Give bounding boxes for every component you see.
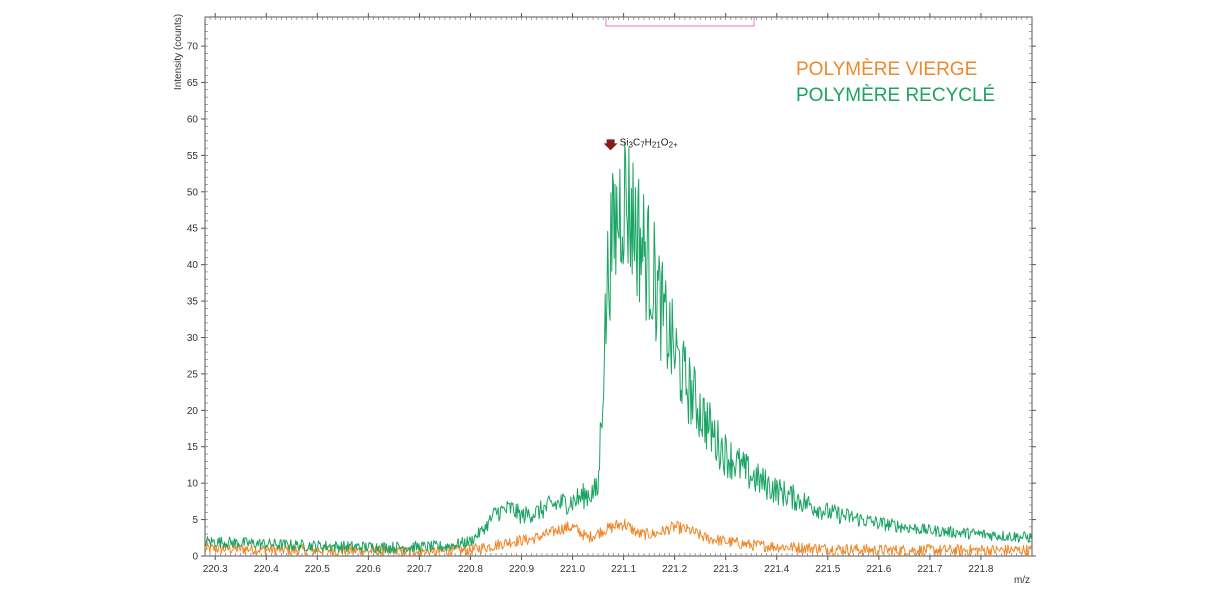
minor-ticks bbox=[204, 16, 1033, 557]
x-axis-title: m/z bbox=[1014, 575, 1030, 586]
x-tick-label: 220.9 bbox=[509, 564, 534, 575]
y-tick-label: 10 bbox=[187, 479, 199, 490]
legend-label-recycle: POLYMÈRE RECYCLÉ bbox=[796, 85, 995, 106]
peak-annotation: Si3C7H21O2+ bbox=[603, 137, 678, 151]
x-tick-label: 221.5 bbox=[815, 564, 840, 575]
series-layer bbox=[204, 140, 1033, 557]
series-line-1 bbox=[204, 140, 1033, 554]
x-axis-ticks: 220.3 220.4 220.5 220.6 220.7 220.8 220.9 221.0… bbox=[203, 13, 994, 575]
y-tick-label: 70 bbox=[187, 42, 199, 53]
x-tick-label: 220.3 bbox=[203, 564, 228, 575]
y-tick-label: 0 bbox=[192, 552, 198, 563]
y-axis-ticks: 0 5 10 15 20 25 30 35 40 45 50 55 60 65 70 bbox=[187, 42, 1036, 563]
y-tick-label: 50 bbox=[187, 187, 199, 198]
y-tick-label: 15 bbox=[187, 442, 199, 453]
x-tick-label: 220.8 bbox=[458, 564, 483, 575]
x-tick-label: 221.4 bbox=[764, 564, 789, 575]
y-tick-label: 65 bbox=[187, 78, 199, 89]
x-tick-label: 220.7 bbox=[407, 564, 432, 575]
x-tick-label: 221.6 bbox=[866, 564, 891, 575]
y-tick-label: 30 bbox=[187, 333, 199, 344]
x-tick-label: 220.6 bbox=[356, 564, 381, 575]
x-tick-label: 221.3 bbox=[713, 564, 738, 575]
x-tick-label: 221.2 bbox=[662, 564, 687, 575]
y-tick-label: 60 bbox=[187, 114, 199, 125]
y-tick-label: 35 bbox=[187, 297, 199, 308]
y-tick-label: 55 bbox=[187, 151, 199, 162]
x-tick-label: 221.8 bbox=[968, 564, 993, 575]
x-tick-label: 221.0 bbox=[560, 564, 585, 575]
y-tick-label: 20 bbox=[187, 406, 199, 417]
series-line-0 bbox=[204, 518, 1033, 557]
x-tick-label: 220.4 bbox=[254, 564, 279, 575]
x-tick-label: 220.5 bbox=[305, 564, 330, 575]
y-tick-label: 25 bbox=[187, 369, 199, 380]
y-tick-label: 45 bbox=[187, 224, 199, 235]
peak-formula-label: Si3C7H21O2+ bbox=[620, 137, 678, 149]
peak-arrow-icon bbox=[603, 139, 618, 151]
y-axis-title: Intensity (counts) bbox=[173, 14, 184, 90]
y-tick-label: 40 bbox=[187, 260, 199, 271]
legend-label-vierge: POLYMÈRE VIERGE bbox=[796, 59, 977, 80]
x-tick-label: 221.1 bbox=[611, 564, 636, 575]
y-tick-label: 5 bbox=[192, 515, 198, 526]
x-tick-label: 221.7 bbox=[917, 564, 942, 575]
